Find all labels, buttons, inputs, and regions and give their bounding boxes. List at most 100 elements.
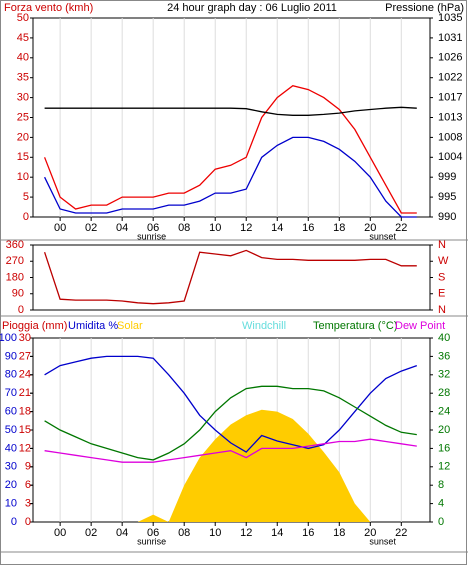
tick-label: 30: [5, 461, 17, 473]
x-tick-label: 18: [333, 527, 345, 539]
x-tick-label: 16: [302, 527, 314, 539]
tick-label: 30: [17, 92, 29, 104]
rain-label: Pioggia (mm): [2, 320, 67, 332]
tick-label: 0: [23, 211, 29, 223]
line: [43, 249, 417, 305]
tick-label: 1022: [438, 72, 462, 84]
tick-label: 999: [438, 171, 456, 183]
line: [43, 84, 417, 214]
tick-label: 270: [6, 255, 24, 267]
tick-label: W: [438, 255, 449, 267]
tick-label: 9: [25, 461, 31, 473]
tick-label: 1026: [438, 52, 462, 64]
tick-label: 70: [5, 387, 17, 399]
x-tick-label: 22: [395, 222, 407, 234]
tick-label: 1013: [438, 111, 462, 123]
tick-label: 12: [438, 461, 450, 473]
tick-label: 4: [438, 498, 444, 510]
x-tick-label: 02: [85, 222, 97, 234]
x-tick-label: 00: [54, 222, 66, 234]
tick-label: 10: [5, 498, 17, 510]
windchill-label: Windchill: [242, 320, 286, 332]
annotation: sunset: [369, 536, 396, 546]
x-tick-label: 10: [209, 222, 221, 234]
x-tick-label: 04: [116, 222, 128, 234]
tick-label: 50: [17, 12, 29, 24]
tick-label: 27: [19, 350, 31, 362]
tick-label: N: [438, 304, 446, 316]
tick-label: 20: [17, 131, 29, 143]
tick-label: 180: [6, 271, 24, 283]
tick-label: 0: [11, 516, 17, 528]
tick-label: 24: [19, 369, 31, 381]
x-tick-label: 20: [364, 527, 376, 539]
x-tick-label: 08: [178, 527, 190, 539]
temperature-label: Temperatura (°C): [313, 320, 397, 332]
tick-label: 16: [438, 442, 450, 454]
plot-area: [32, 17, 431, 218]
humidity-label: Umidita %: [68, 320, 118, 332]
tick-label: 45: [17, 32, 29, 44]
tick-label: 1017: [438, 92, 462, 104]
tick-label: 995: [438, 191, 456, 203]
tick-label: 40: [5, 442, 17, 454]
tick-label: 24: [438, 406, 450, 418]
x-tick-label: 00: [54, 527, 66, 539]
tick-label: 90: [12, 288, 24, 300]
tick-label: 20: [438, 424, 450, 436]
line: [44, 355, 418, 453]
tick-label: 28: [438, 387, 450, 399]
tick-label: 360: [6, 239, 24, 251]
tick-label: S: [438, 271, 445, 283]
tick-label: 18: [19, 406, 31, 418]
line: [44, 385, 417, 461]
tick-label: 1008: [438, 131, 462, 143]
annotation: sunrise: [137, 536, 166, 546]
x-tick-label: 14: [271, 527, 283, 539]
x-tick-label: 12: [240, 527, 252, 539]
line: [44, 106, 417, 116]
tick-label: 80: [5, 369, 17, 381]
annotation: sunset: [369, 231, 396, 241]
tick-label: 30: [19, 332, 31, 344]
tick-label: 5: [23, 191, 29, 203]
line: [44, 438, 417, 463]
tick-label: 15: [17, 151, 29, 163]
tick-label: 25: [17, 111, 29, 123]
line: [44, 136, 417, 218]
x-tick-label: 14: [271, 222, 283, 234]
chart-title: 24 hour graph day : 06 Luglio 2011: [167, 2, 337, 14]
x-tick-label: 20: [364, 222, 376, 234]
tick-label: 8: [438, 479, 444, 491]
tick-label: 0: [18, 304, 24, 316]
x-tick-label: 12: [240, 222, 252, 234]
tick-label: 0: [25, 516, 31, 528]
tick-label: 1031: [438, 32, 462, 44]
tick-label: 40: [17, 52, 29, 64]
tick-label: 10: [17, 171, 29, 183]
tick-label: 40: [438, 332, 450, 344]
x-tick-label: 04: [116, 527, 128, 539]
tick-label: 6: [25, 479, 31, 491]
annotation: sunrise: [137, 231, 166, 241]
tick-label: 12: [19, 442, 31, 454]
tick-label: 50: [5, 424, 17, 436]
tick-label: 3: [25, 498, 31, 510]
dewpoint-label: Dew Point: [395, 320, 445, 332]
x-tick-label: 02: [85, 527, 97, 539]
solar-label: Solar: [117, 320, 143, 332]
x-tick-label: 06: [147, 527, 159, 539]
x-tick-label: 16: [302, 222, 314, 234]
tick-label: 100: [0, 332, 17, 344]
x-tick-label: 22: [395, 527, 407, 539]
tick-label: 0: [438, 516, 444, 528]
tick-label: E: [438, 288, 445, 300]
tick-label: 20: [5, 479, 17, 491]
tick-label: 60: [5, 406, 17, 418]
tick-label: 32: [438, 369, 450, 381]
tick-label: 1004: [438, 151, 462, 163]
x-tick-label: 10: [209, 527, 221, 539]
tick-label: 990: [438, 211, 456, 223]
tick-label: 36: [438, 350, 450, 362]
